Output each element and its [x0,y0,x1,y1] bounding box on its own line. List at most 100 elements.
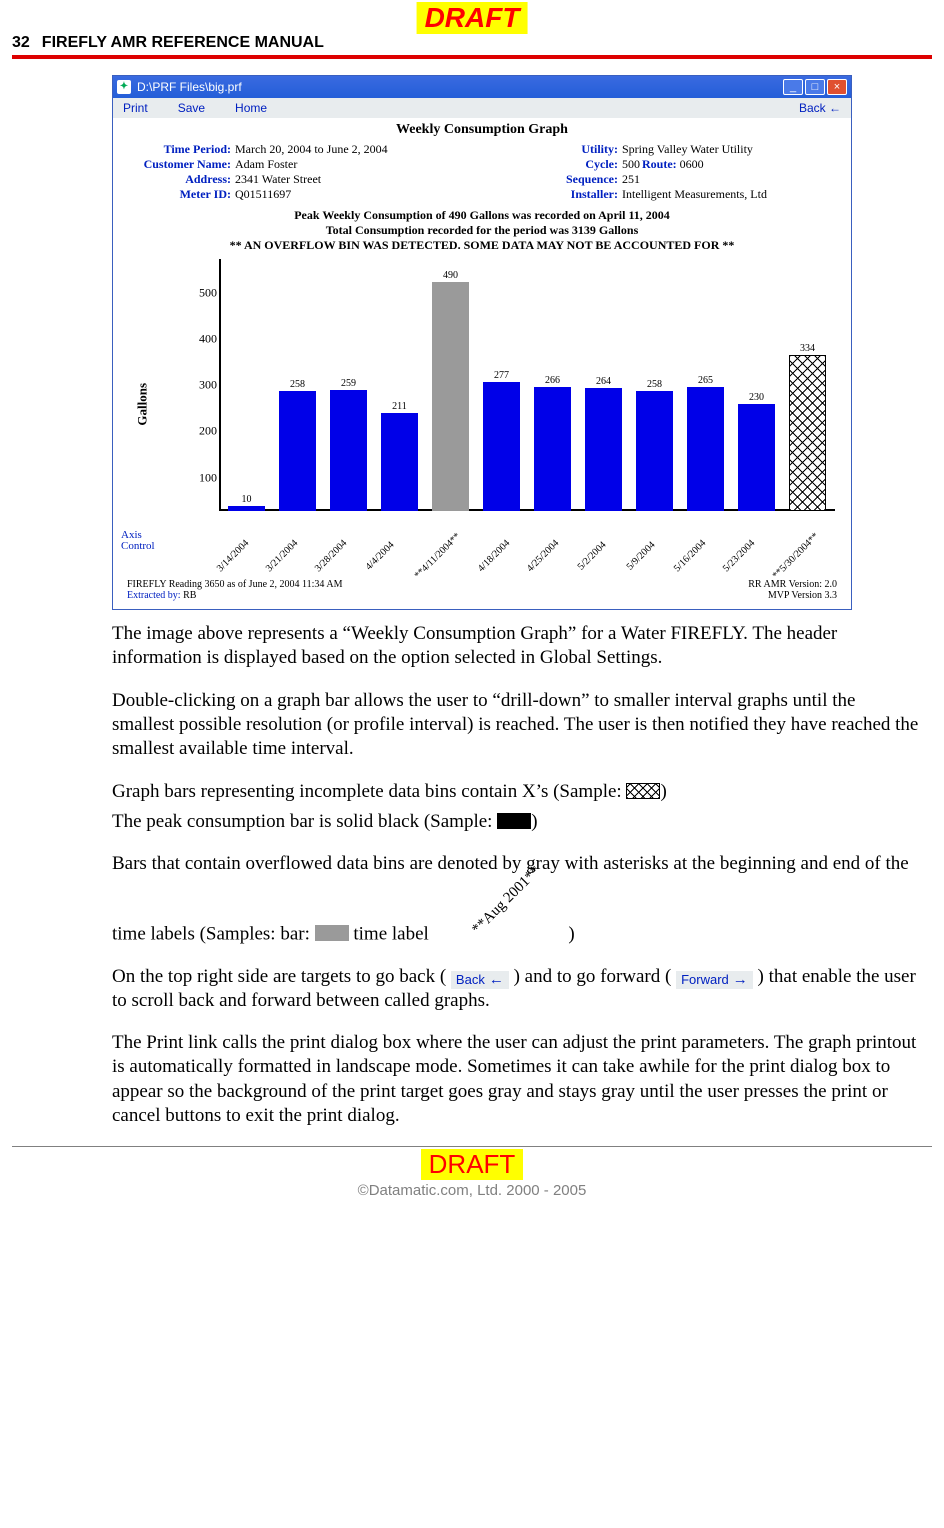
bar-slot[interactable]: 264 [580,259,627,511]
value-installer: Intelligent Measurements, Ltd [622,187,767,202]
menubar: Print Save Home Back ← [113,98,851,118]
peak-summary: Peak Weekly Consumption of 490 Gallons w… [121,208,843,253]
bar-normal[interactable] [381,413,418,511]
paragraph-1: The image above represents a “Weekly Con… [112,622,922,671]
bar-normal[interactable] [534,387,571,511]
bar-value-label: 10 [242,494,252,505]
sample-back-nav: Back [451,971,509,989]
app-window: ✦ D:\PRF Files\big.prf _ □ × Print Save … [112,75,852,610]
bar-slot[interactable]: 211 [376,259,423,511]
paragraph-5: Bars that contain overflowed data bins a… [112,852,922,946]
bar-slot[interactable]: 259 [325,259,372,511]
bar-normal[interactable] [636,391,673,511]
value-time-period: March 20, 2004 to June 2, 2004 [235,142,388,157]
sample-incomplete-swatch [626,783,660,799]
label-sequence: Sequence: [482,172,622,187]
overflow-warning: ** AN OVERFLOW BIN WAS DETECTED. SOME DA… [121,238,843,253]
bar-slot[interactable]: 334 [784,259,831,511]
y-tick: 300 [185,378,217,393]
label-time-period: Time Period: [127,142,235,157]
bar-normal[interactable] [585,388,622,511]
peak-line-2: Total Consumption recorded for the perio… [121,223,843,238]
bar-slot[interactable]: 265 [682,259,729,511]
sample-forward-nav: Forward [676,971,753,989]
draft-watermark-bottom: DRAFT [421,1149,524,1180]
bar-value-label: 258 [290,379,305,390]
paragraph-4: The peak consumption bar is solid black … [112,810,922,834]
window-title: D:\PRF Files\big.prf [137,80,783,94]
sample-overflow-swatch [315,925,349,941]
value-meter: Q01511697 [235,187,291,202]
body-text: The image above represents a “Weekly Con… [112,622,922,1128]
bar-value-label: 266 [545,375,560,386]
bar-normal[interactable] [687,387,724,511]
value-sequence: 251 [622,172,640,187]
bar-slot[interactable]: 266 [529,259,576,511]
bar-value-label: 334 [800,343,815,354]
paragraph-7: The Print link calls the print dialog bo… [112,1031,922,1128]
bar-value-label: 265 [698,375,713,386]
bar-normal[interactable] [738,404,775,511]
bar-value-label: 258 [647,379,662,390]
app-icon: ✦ [117,80,131,94]
maximize-button[interactable]: □ [805,79,825,95]
menu-home[interactable]: Home [235,101,267,115]
footer-reading: FIREFLY Reading 3650 as of June 2, 2004 … [127,579,342,590]
value-route: 0600 [680,157,704,172]
bar-slot[interactable]: 258 [631,259,678,511]
titlebar: ✦ D:\PRF Files\big.prf _ □ × [113,76,851,98]
bar-value-label: 277 [494,370,509,381]
sample-peak-swatch [497,813,531,829]
value-customer: Adam Foster [235,157,297,172]
page-footer: DRAFT ©Datamatic.com, Ltd. 2000 - 2005 [12,1146,932,1199]
menu-save[interactable]: Save [178,101,205,115]
footer-extracted-label: Extracted by: [127,590,181,601]
bar-slot[interactable]: 490 [427,259,474,511]
label-route: Route: [642,157,677,172]
y-tick: 100 [185,470,217,485]
draft-watermark-top: DRAFT [417,2,528,34]
bar-slot[interactable]: 277 [478,259,525,511]
bar-slot[interactable]: 230 [733,259,780,511]
label-meter: Meter ID: [127,187,235,202]
page-number: 32 [12,34,30,52]
value-cycle: 500 [622,157,640,172]
value-address: 2341 Water Street [235,172,321,187]
sample-overflow-label: **Aug 2001** [434,877,564,947]
menu-back[interactable]: Back ← [799,101,841,115]
chart: Gallons AxisControl 100200300400500 1025… [121,259,843,549]
y-tick: 500 [185,285,217,300]
bar-normal[interactable] [330,390,367,511]
bar-normal[interactable] [483,382,520,511]
graph-title: Weekly Consumption Graph [121,122,843,138]
footer-extracted: RB [183,590,196,601]
bar-value-label: 264 [596,376,611,387]
paragraph-3: Graph bars representing incomplete data … [112,780,922,804]
bar-slot[interactable]: 10 [223,259,270,511]
header-info: Time Period:March 20, 2004 to June 2, 20… [121,142,843,202]
bar-value-label: 230 [749,392,764,403]
close-button[interactable]: × [827,79,847,95]
label-cycle: Cycle: [482,157,622,172]
label-installer: Installer: [482,187,622,202]
minimize-button[interactable]: _ [783,79,803,95]
axis-control-link[interactable]: AxisControl [121,530,155,553]
y-tick: 200 [185,424,217,439]
peak-line-1: Peak Weekly Consumption of 490 Gallons w… [121,208,843,223]
label-customer: Customer Name: [127,157,235,172]
label-utility: Utility: [482,142,622,157]
paragraph-2: Double-clicking on a graph bar allows th… [112,689,922,762]
y-tick: 400 [185,331,217,346]
bar-incomplete[interactable] [789,355,826,511]
bar-value-label: 211 [392,401,407,412]
label-address: Address: [127,172,235,187]
page-header-title: FIREFLY AMR REFERENCE MANUAL [42,34,324,52]
menu-print[interactable]: Print [123,101,148,115]
value-utility: Spring Valley Water Utility [622,142,753,157]
bar-overflow[interactable] [432,282,469,511]
paragraph-6: On the top right side are targets to go … [112,965,922,1014]
bar-normal[interactable] [279,391,316,511]
bar-normal[interactable] [228,506,265,511]
copyright: ©Datamatic.com, Ltd. 2000 - 2005 [12,1182,932,1199]
bar-slot[interactable]: 258 [274,259,321,511]
